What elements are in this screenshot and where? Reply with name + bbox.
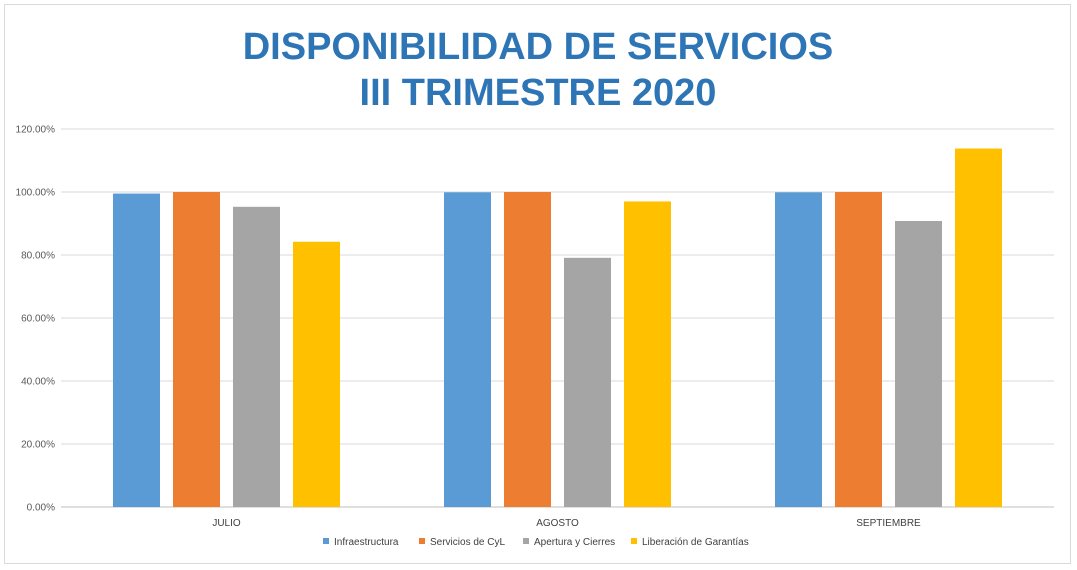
bar-septiembre-series-3 (895, 220, 942, 508)
bar-julio-series-3 (233, 206, 280, 507)
legend-item: Apertura y Cierres (523, 537, 615, 548)
legend-item: Servicios de CyL (419, 537, 505, 548)
legend-swatch (523, 538, 529, 544)
bar-agosto-series-1 (444, 192, 491, 507)
legend-swatch (631, 538, 637, 544)
legend-label: Liberación de Garantías (642, 537, 749, 548)
y-tick-label: 40.00% (21, 377, 55, 388)
x-category-label: JULIO (212, 518, 241, 529)
bar-julio-series-1 (113, 193, 160, 507)
y-tick-label: 100.00% (16, 188, 56, 199)
legend-label: Infraestructura (334, 537, 399, 548)
legend-item: Liberación de Garantías (631, 537, 749, 548)
y-tick-label: 60.00% (21, 314, 55, 325)
bar-septiembre-series-1 (775, 192, 822, 507)
legend-swatch (323, 538, 329, 544)
chart-frame: DISPONIBILIDAD DE SERVICIOS III TRIMESTR… (4, 4, 1071, 564)
y-tick-label: 120.00% (16, 125, 56, 136)
y-tick-label: 0.00% (27, 503, 55, 514)
y-tick-label: 20.00% (21, 440, 55, 451)
legend: Infraestructura Servicios de CyL Apertura … (323, 537, 749, 548)
y-axis-ticks: 0.00% 20.00% 40.00% 60.00% 80.00% 100.00% 120.… (16, 125, 56, 514)
x-axis-categories: JULIO AGOSTO SEPTIEMBRE (212, 518, 921, 529)
bar-julio-series-2 (173, 192, 220, 507)
legend-swatch (419, 538, 425, 544)
legend-label: Servicios de CyL (430, 537, 505, 548)
legend-label: Apertura y Cierres (534, 537, 615, 548)
bar-agosto-series-2 (504, 192, 551, 507)
x-category-label: SEPTIEMBRE (856, 518, 921, 529)
chart-svg: DISPONIBILIDAD DE SERVICIOS III TRIMESTR… (16, 26, 1054, 548)
bars (113, 148, 1002, 508)
chart-title: DISPONIBILIDAD DE SERVICIOS III TRIMESTR… (243, 26, 834, 114)
bar-agosto-series-3 (564, 257, 611, 507)
y-tick-label: 80.00% (21, 251, 55, 262)
bar-julio-series-4 (293, 241, 340, 507)
bar-septiembre-series-4 (955, 148, 1002, 507)
gridlines (61, 128, 1054, 508)
chart-title-line-1: DISPONIBILIDAD DE SERVICIOS (243, 26, 834, 68)
bar-agosto-series-4 (624, 201, 671, 507)
chart-title-line-2: III TRIMESTRE 2020 (360, 72, 717, 114)
bar-septiembre-series-2 (835, 192, 882, 507)
x-category-label: AGOSTO (536, 518, 579, 529)
legend-item: Infraestructura (323, 537, 399, 548)
